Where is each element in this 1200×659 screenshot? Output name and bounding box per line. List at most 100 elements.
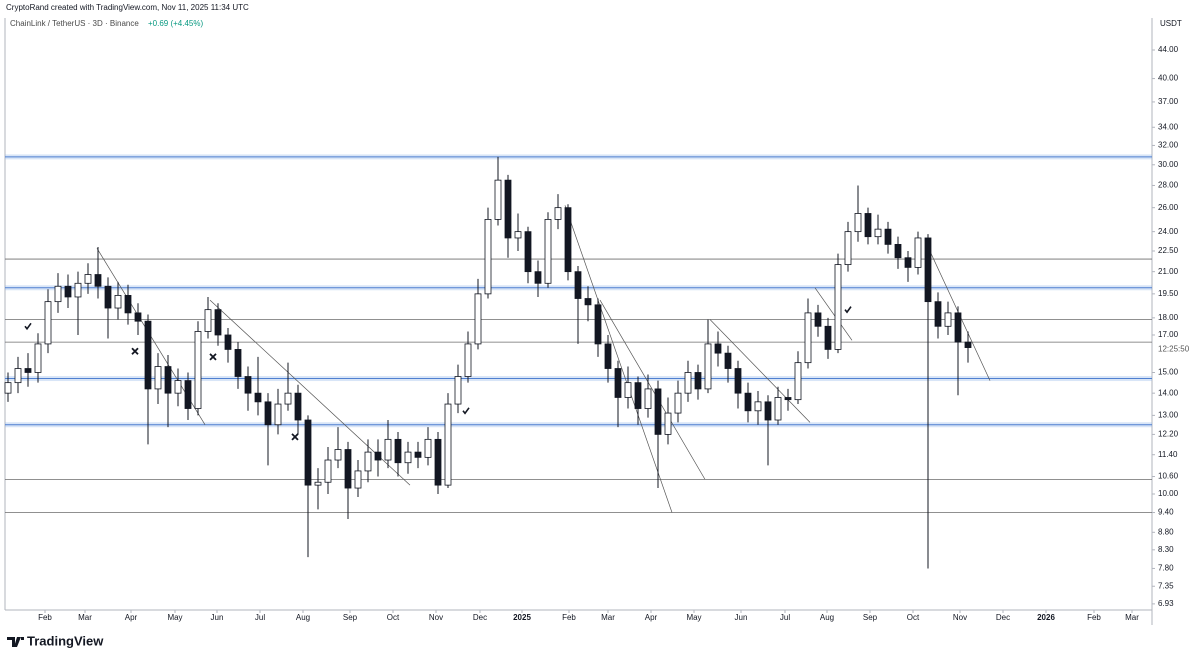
candle-body (644, 388, 652, 409)
y-tick-label: 37.00 (1158, 97, 1179, 106)
x-tick-label: Nov (429, 613, 443, 622)
candle-body (564, 207, 572, 273)
candle-body (664, 412, 672, 435)
y-tick-label: 32.00 (1158, 141, 1179, 150)
candle-body (274, 403, 282, 426)
candle-body (344, 449, 352, 489)
candle-body (364, 451, 372, 472)
candle-body (54, 285, 62, 303)
candle-body (874, 228, 882, 238)
candle-body (504, 179, 512, 239)
x-tick-label: Oct (387, 613, 400, 622)
candle-body (374, 451, 382, 461)
candle-body (4, 382, 12, 394)
candle-body (224, 334, 232, 350)
candle-body (234, 349, 242, 377)
logo-text: TradingView (27, 633, 104, 648)
y-tick-label: 6.93 (1158, 599, 1174, 608)
x-tick-label: Dec (473, 613, 487, 622)
candle-body (744, 392, 752, 412)
x-tick-label: Aug (296, 613, 310, 622)
candle-body (704, 343, 712, 390)
candle-body (784, 397, 792, 401)
candle-body (164, 366, 172, 394)
candle-body (334, 449, 342, 461)
y-tick-label: 40.00 (1158, 74, 1179, 83)
candle-body (814, 312, 822, 327)
x-tick-label: May (686, 613, 701, 622)
x-tick-label: Sep (343, 613, 358, 622)
countdown-bg (1154, 343, 1198, 356)
y-tick-label: 12.20 (1158, 430, 1179, 439)
y-tick-label: 7.35 (1158, 581, 1174, 590)
x-tick-label: Jul (255, 613, 265, 622)
candle-body (114, 295, 122, 309)
x-tick-label: Jun (211, 613, 224, 622)
candle-body (454, 376, 462, 405)
candle-body (214, 309, 222, 336)
y-tick-label: 22.50 (1158, 246, 1179, 255)
trendline (599, 299, 706, 480)
y-tick-label: 9.40 (1158, 508, 1174, 517)
candle-body (14, 368, 22, 384)
x-tick-label: Feb (562, 613, 576, 622)
candle-body (714, 343, 722, 354)
candle-body (854, 213, 862, 233)
candle-body (674, 392, 682, 414)
candle-body (944, 312, 952, 327)
candle-body (894, 243, 902, 259)
x-tick-label: Feb (1087, 613, 1101, 622)
y-tick-label: 44.00 (1158, 45, 1179, 54)
logo: TradingView (7, 633, 104, 648)
candle-body (864, 213, 872, 238)
candle-body (754, 401, 762, 412)
candle-body (494, 179, 502, 220)
candle-body (124, 295, 132, 314)
candle-body (774, 397, 782, 421)
candle-body (144, 320, 152, 390)
check-marker (462, 407, 470, 415)
price-change: +0.69 (+4.45%) (148, 19, 203, 28)
candle-body (204, 309, 212, 332)
x-tick-label: Mar (601, 613, 615, 622)
candle-body (614, 368, 622, 398)
logo-mark (7, 637, 24, 647)
candle-body (284, 392, 292, 405)
candle-body (134, 312, 142, 322)
candle-body (174, 380, 182, 394)
candle-body (304, 419, 312, 486)
y-tick-label: 28.00 (1158, 181, 1179, 190)
x-tick-label: Feb (38, 613, 52, 622)
candle-body (734, 368, 742, 394)
candle-body (954, 312, 962, 343)
candle-body (434, 438, 442, 486)
candle-body (694, 372, 702, 390)
y-tick-label: 14.00 (1158, 388, 1179, 397)
candle-body (904, 257, 912, 268)
y-tick-label: 30.00 (1158, 160, 1179, 169)
candle-body (844, 231, 852, 266)
candle-body (624, 382, 632, 398)
candle-body (794, 362, 802, 401)
candle-body (594, 304, 602, 345)
x-tick-label: Apr (645, 613, 658, 622)
candle-body (254, 392, 262, 403)
symbol-title: ChainLink / TetherUS · 3D · Binance (10, 19, 139, 28)
check-marker (24, 322, 32, 331)
candle-body (324, 459, 332, 483)
x-tick-label: Apr (125, 613, 138, 622)
candle-body (264, 401, 272, 426)
cross-marker (291, 433, 299, 441)
candle-body (514, 231, 522, 239)
x-tick-label: Nov (953, 613, 967, 622)
candle-body (44, 301, 52, 345)
candle-body (924, 237, 932, 303)
y-tick-label: 8.80 (1158, 527, 1174, 536)
candle-body (424, 438, 432, 458)
candle-body (804, 312, 812, 364)
y-tick-label: 21.00 (1158, 267, 1179, 276)
trendline (814, 287, 853, 341)
x-tick-label: 2026 (1037, 613, 1055, 622)
candle-body (184, 380, 192, 409)
candle-body (824, 325, 832, 350)
